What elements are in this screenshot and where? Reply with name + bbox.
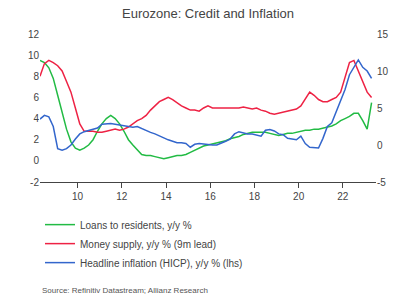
svg-text:2: 2 [33,134,39,145]
svg-text:0: 0 [33,155,39,166]
svg-text:5: 5 [377,103,383,114]
svg-text:20: 20 [293,191,305,202]
svg-text:Source: Refinitiv Datastream;: Source: Refinitiv Datastream; Allianz Re… [42,286,208,295]
svg-text:12: 12 [116,191,128,202]
svg-text:-2: -2 [30,177,39,188]
svg-text:Eurozone: Credit and Inflation: Eurozone: Credit and Inflation [122,6,294,21]
svg-text:Money supply, y/y % (9m lead): Money supply, y/y % (9m lead) [80,239,216,250]
svg-text:15: 15 [377,29,389,40]
svg-text:-5: -5 [377,177,386,188]
svg-text:16: 16 [205,191,217,202]
svg-text:10: 10 [72,191,84,202]
svg-text:18: 18 [249,191,261,202]
svg-text:10: 10 [377,66,389,77]
svg-text:Loans to residents, y/y %: Loans to residents, y/y % [80,220,192,231]
svg-text:12: 12 [28,29,40,40]
svg-text:Headline inflation (HICP), y/y: Headline inflation (HICP), y/y % (lhs) [80,258,242,269]
svg-text:0: 0 [377,140,383,151]
svg-text:8: 8 [33,71,39,82]
svg-text:10: 10 [28,50,40,61]
svg-text:14: 14 [160,191,172,202]
svg-text:4: 4 [33,113,39,124]
svg-text:6: 6 [33,92,39,103]
svg-text:22: 22 [337,191,349,202]
